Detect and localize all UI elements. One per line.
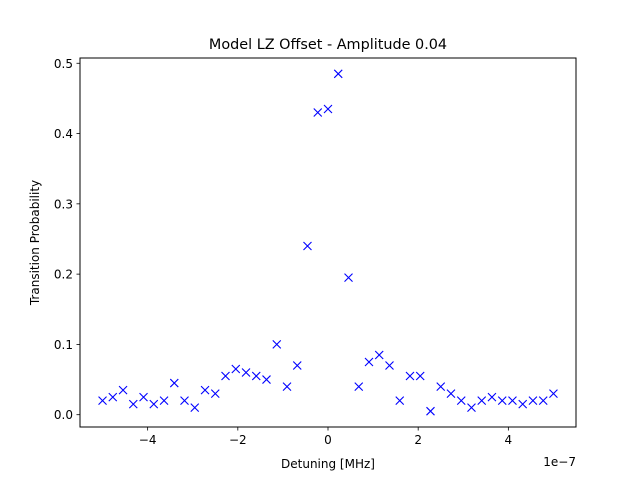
- x-tick-label: −4: [139, 433, 157, 447]
- y-axis-label: Transition Probability: [28, 180, 42, 306]
- data-point-marker: [118, 385, 128, 395]
- data-point-marker: [497, 396, 507, 406]
- data-markers: [98, 69, 558, 416]
- y-tick-label: 0.1: [54, 338, 73, 352]
- data-point-marker: [190, 403, 200, 413]
- data-point-marker: [333, 69, 343, 79]
- data-point-marker: [200, 385, 210, 395]
- chart-title: Model LZ Offset - Amplitude 0.04: [209, 37, 447, 53]
- data-point-marker: [241, 368, 251, 377]
- data-point-marker: [364, 357, 374, 367]
- data-point-marker: [467, 403, 476, 413]
- data-point-marker: [518, 399, 528, 409]
- data-point-marker: [528, 396, 538, 406]
- data-point-marker: [139, 392, 148, 402]
- data-point-marker: [282, 382, 292, 391]
- data-point-marker: [354, 382, 364, 391]
- data-point-marker: [538, 396, 548, 406]
- y-tick-label: 0.0: [54, 408, 73, 422]
- data-point-marker: [262, 375, 271, 384]
- data-point-marker: [169, 378, 179, 388]
- data-point-marker: [323, 104, 333, 114]
- data-point-marker: [508, 396, 517, 406]
- data-point-marker: [549, 389, 558, 399]
- data-point-marker: [292, 361, 302, 370]
- data-point-marker: [477, 396, 487, 406]
- data-point-marker: [149, 399, 159, 409]
- data-point-marker: [251, 371, 261, 381]
- y-axis: 0.0 0.1 0.2 0.3 0.4 0.5: [54, 57, 80, 422]
- x-tick-label: 4: [505, 433, 513, 447]
- data-point-marker: [426, 406, 435, 416]
- data-point-marker: [344, 273, 353, 283]
- data-point-marker: [395, 396, 405, 406]
- data-point-marker: [159, 396, 169, 406]
- data-point-marker: [405, 371, 415, 381]
- x-offset-text: 1e−7: [543, 455, 576, 469]
- data-point-marker: [98, 396, 107, 406]
- data-point-marker: [313, 108, 323, 117]
- x-axis: −4 −2 0 2 4: [139, 427, 512, 447]
- data-point-marker: [446, 389, 456, 399]
- x-tick-label: −2: [229, 433, 247, 447]
- data-point-marker: [456, 396, 466, 406]
- y-tick-label: 0.4: [54, 127, 73, 141]
- y-tick-label: 0.2: [54, 268, 73, 282]
- data-point-marker: [303, 241, 312, 251]
- y-tick-label: 0.5: [54, 57, 73, 71]
- x-tick-label: 2: [414, 433, 422, 447]
- data-point-marker: [374, 350, 384, 360]
- data-point-marker: [180, 396, 189, 406]
- data-point-marker: [221, 371, 230, 381]
- data-point-marker: [487, 392, 497, 402]
- plot-frame: [79, 57, 577, 428]
- data-point-marker: [436, 382, 446, 391]
- x-tick-label: 0: [324, 433, 332, 447]
- data-point-marker: [108, 392, 118, 402]
- data-point-marker: [272, 340, 282, 349]
- data-point-marker: [210, 389, 220, 399]
- data-point-marker: [415, 371, 425, 381]
- y-tick-label: 0.3: [54, 197, 73, 211]
- data-point-marker: [385, 361, 394, 370]
- plot-area: [79, 57, 577, 428]
- x-axis-label: Detuning [MHz]: [281, 457, 375, 471]
- data-point-marker: [231, 364, 241, 374]
- data-point-marker: [128, 399, 138, 409]
